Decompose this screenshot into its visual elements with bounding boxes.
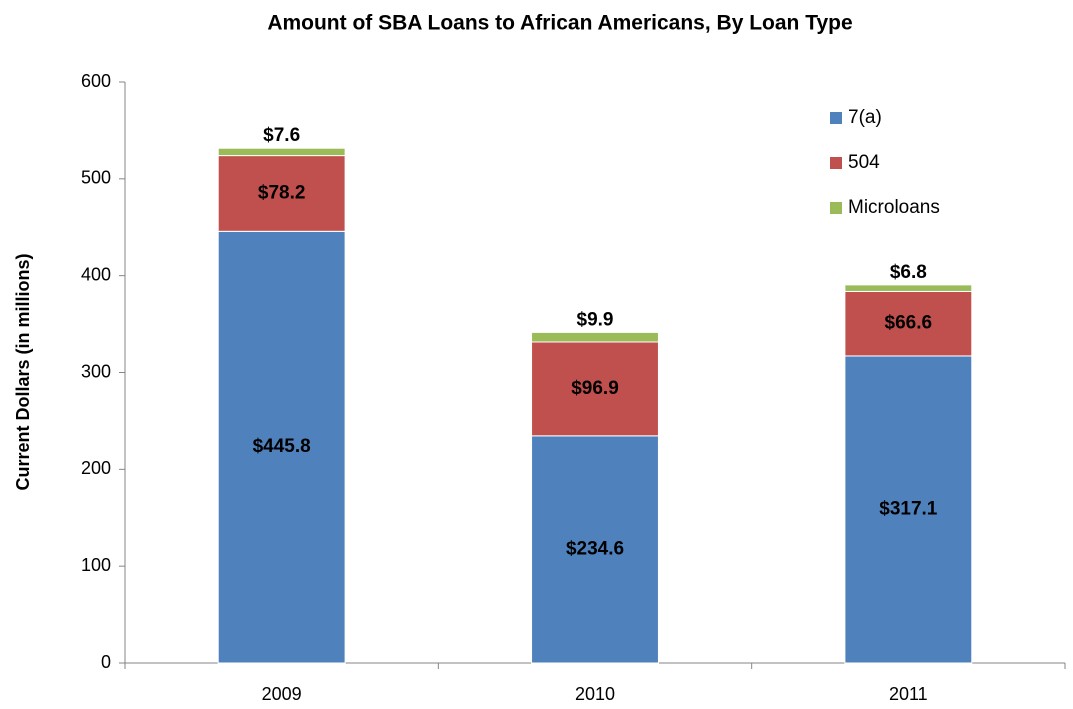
legend-label: Microloans (848, 197, 940, 218)
data-label: $6.8 (890, 262, 927, 283)
bar-segment (217, 230, 346, 664)
y-axis-label: Current Dollars (in millions) (13, 253, 33, 490)
bar-segment (844, 355, 973, 664)
bar-segment (531, 341, 659, 437)
bar-segment (844, 290, 973, 357)
bar-segment (844, 284, 973, 292)
y-tick-label: 500 (81, 168, 111, 188)
y-tick-label: 200 (81, 458, 111, 478)
bar-segment (531, 331, 659, 343)
bar-segment (217, 147, 346, 157)
data-label: $7.6 (263, 125, 300, 146)
data-label: $66.6 (885, 313, 933, 334)
legend-label: 504 (848, 152, 880, 173)
x-tick-label: 2009 (262, 684, 302, 704)
y-tick-label: 0 (101, 652, 111, 672)
y-tick-label: 100 (81, 555, 111, 575)
data-label: $317.1 (879, 498, 938, 519)
data-label: $96.9 (571, 378, 619, 399)
legend-swatch (830, 112, 842, 124)
data-label: $445.8 (253, 436, 311, 457)
legend-label: 7(a) (848, 107, 882, 128)
data-label: $234.6 (566, 538, 624, 559)
x-tick-label: 2011 (889, 684, 928, 704)
y-tick-label: 400 (81, 264, 111, 284)
y-tick-label: 600 (81, 71, 111, 91)
chart-title: Amount of SBA Loans to African Americans… (267, 12, 852, 35)
legend-swatch (830, 157, 842, 169)
bar-segment (531, 435, 659, 664)
data-label: $9.9 (577, 309, 614, 330)
legend-swatch (830, 202, 842, 214)
x-tick-label: 2010 (575, 684, 615, 704)
bar-segment (217, 155, 346, 232)
y-tick-label: 300 (81, 361, 111, 381)
data-label: $78.2 (258, 182, 306, 203)
